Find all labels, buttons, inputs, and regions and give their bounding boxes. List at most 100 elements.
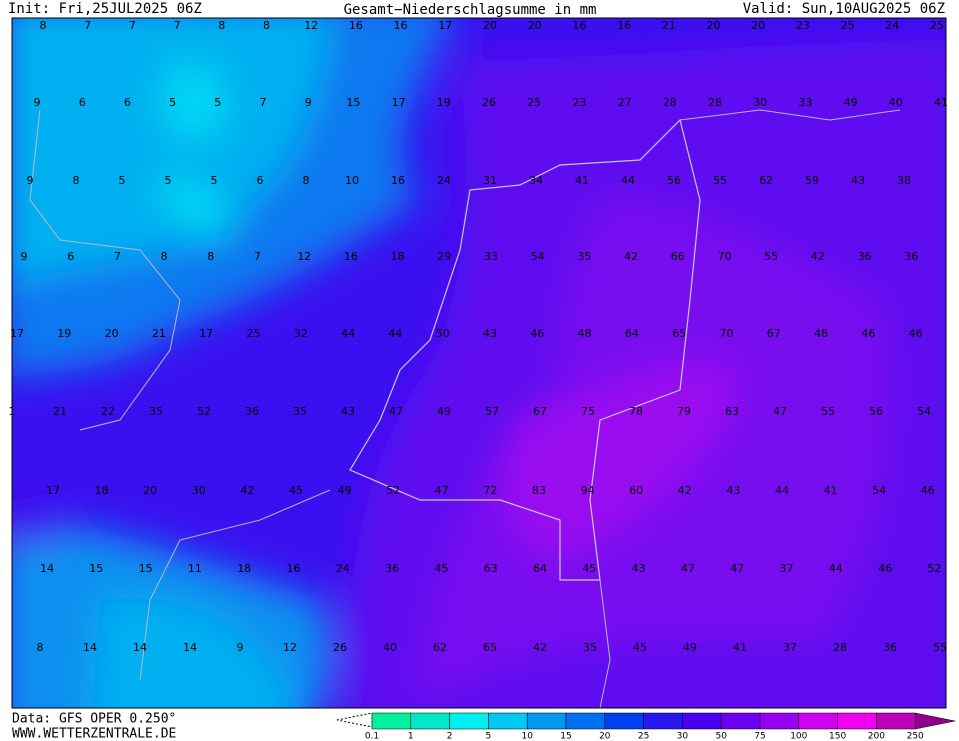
precip-value: 37 xyxy=(783,641,797,654)
precip-value: 79 xyxy=(677,405,691,418)
precip-value: 56 xyxy=(667,174,681,187)
precip-value: 25 xyxy=(930,19,944,32)
precip-value: 20 xyxy=(528,19,542,32)
precip-value: 16 xyxy=(349,19,363,32)
precip-value: 36 xyxy=(245,405,259,418)
precip-value: 11 xyxy=(188,562,202,575)
precip-value: 20 xyxy=(143,484,157,497)
legend-swatch xyxy=(526,712,567,730)
legend-label: 100 xyxy=(790,732,807,741)
precip-value: 5 xyxy=(214,96,221,109)
precip-value: 47 xyxy=(435,484,449,497)
precip-value: 46 xyxy=(530,327,544,340)
precip-value: 30 xyxy=(192,484,206,497)
precip-value: 45 xyxy=(434,562,448,575)
precip-value: 60 xyxy=(629,484,643,497)
legend-label: 10 xyxy=(521,732,533,741)
precip-value: 22 xyxy=(101,405,115,418)
precip-value: 25 xyxy=(527,96,541,109)
legend-label: 20 xyxy=(599,732,611,741)
precip-value: 94 xyxy=(581,484,595,497)
precip-value: 52 xyxy=(927,562,941,575)
precip-value: 15 xyxy=(89,562,103,575)
legend-label: 1 xyxy=(408,732,414,741)
precip-value: 47 xyxy=(681,562,695,575)
legend-swatch xyxy=(720,712,761,730)
precip-value: 44 xyxy=(341,327,355,340)
precip-value: 66 xyxy=(671,250,685,263)
precip-value: 42 xyxy=(678,484,692,497)
legend-swatch xyxy=(798,712,838,730)
precip-value: 18 xyxy=(391,250,405,263)
precip-value: 15 xyxy=(139,562,153,575)
precip-value: 14 xyxy=(133,641,147,654)
legend-label: 150 xyxy=(829,732,846,741)
precip-value: 28 xyxy=(708,96,722,109)
legend-label: 2 xyxy=(447,732,453,741)
precip-value: 62 xyxy=(759,174,773,187)
precip-value: 21 xyxy=(152,327,166,340)
legend-label: 200 xyxy=(868,732,885,741)
precip-value: 16 xyxy=(391,174,405,187)
precip-value: 8 xyxy=(303,174,310,187)
precip-value: 59 xyxy=(805,174,819,187)
precip-value: 36 xyxy=(858,250,872,263)
legend-swatch xyxy=(565,712,606,730)
precip-value: 36 xyxy=(883,641,897,654)
precip-value: 6 xyxy=(67,250,74,263)
precip-value: 20 xyxy=(707,19,721,32)
precip-value: 38 xyxy=(897,174,911,187)
precip-value: 46 xyxy=(878,562,892,575)
precip-value: 19 xyxy=(57,327,71,340)
precip-value: 16 xyxy=(617,19,631,32)
precip-value: 30 xyxy=(753,96,767,109)
precip-value: 63 xyxy=(725,405,739,418)
precip-value: 23 xyxy=(572,96,586,109)
precip-value: 14 xyxy=(83,641,97,654)
precip-value: 6 xyxy=(257,174,264,187)
precip-value: 10 xyxy=(345,174,359,187)
legend-swatch xyxy=(449,712,489,730)
precip-value: 52 xyxy=(386,484,400,497)
precip-value: 17 xyxy=(46,484,60,497)
legend-swatch xyxy=(371,712,412,730)
precip-value: 5 xyxy=(211,174,218,187)
precip-value: 28 xyxy=(833,641,847,654)
precip-value: 45 xyxy=(633,641,647,654)
precip-value: 47 xyxy=(773,405,787,418)
precip-value: 26 xyxy=(333,641,347,654)
precip-value: 67 xyxy=(767,327,781,340)
legend-swatch xyxy=(643,712,683,730)
precip-value: 28 xyxy=(663,96,677,109)
legend-label: 25 xyxy=(638,732,649,741)
precip-value: 64 xyxy=(533,562,547,575)
precip-value: 31 xyxy=(483,174,497,187)
precip-value: 57 xyxy=(485,405,499,418)
precip-value: 75 xyxy=(581,405,595,418)
precip-value: 8 xyxy=(263,19,270,32)
precip-value: 41 xyxy=(824,484,838,497)
precip-value: 9 xyxy=(237,641,244,654)
legend-swatch xyxy=(682,712,722,730)
legend-label: 15 xyxy=(560,732,571,741)
legend-label: 50 xyxy=(715,732,727,741)
precip-value: 40 xyxy=(383,641,397,654)
precip-value: 5 xyxy=(169,96,176,109)
precip-value: 9 xyxy=(305,96,312,109)
precip-value: 41 xyxy=(934,96,948,109)
precip-value: 42 xyxy=(533,641,547,654)
precip-value: 54 xyxy=(531,250,545,263)
precip-value: 48 xyxy=(814,327,828,340)
legend-swatch xyxy=(410,712,450,730)
precip-value: 65 xyxy=(672,327,686,340)
precip-value: 49 xyxy=(437,405,451,418)
precip-value: 36 xyxy=(904,250,918,263)
precip-value: 25 xyxy=(841,19,855,32)
precip-value: 41 xyxy=(575,174,589,187)
precip-value: 46 xyxy=(861,327,875,340)
color-legend: 0.1 1 2 5 10 15 20 25 30 50 75 100 150 200 250 xyxy=(365,712,956,741)
precip-value: 9 xyxy=(27,174,34,187)
legend-swatch xyxy=(837,712,877,730)
precip-value: 55 xyxy=(821,405,835,418)
precip-value: 5 xyxy=(119,174,126,187)
